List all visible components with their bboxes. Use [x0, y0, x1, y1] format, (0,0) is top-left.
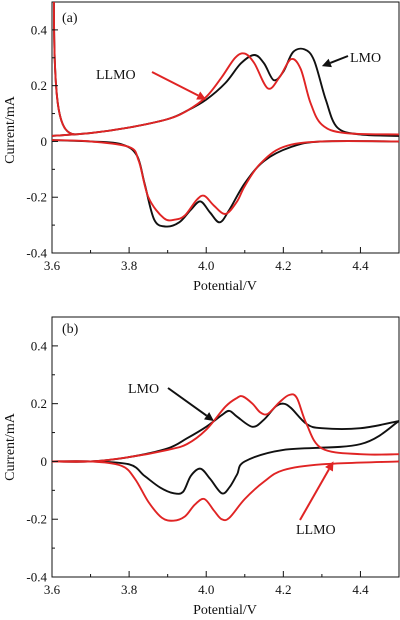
x-tick-label: 3.8 [121, 582, 137, 597]
x-tick-label: 4.2 [275, 258, 291, 273]
panel-b-x-axis-title: Potential/V [193, 603, 257, 618]
x-tick-label: 4.0 [198, 258, 214, 273]
panel-b-arrows [167, 387, 334, 521]
panel-b-curves [52, 393, 399, 522]
annotation-arrowhead-llmo [325, 461, 334, 472]
y-tick-label: -0.4 [26, 246, 47, 261]
panel-a-ticks: 3.6 3.8 4.0 4.2 4.4 -0.4 -0.2 0 0.2 0.4 [26, 22, 369, 273]
x-tick-label: 4.2 [275, 582, 291, 597]
y-tick-label: -0.4 [26, 570, 47, 585]
series-llmo-edge-spike [52, 2, 76, 136]
panel-b-annotation-llmo: LLMO [296, 523, 336, 538]
series-llmo-anodic-line [52, 52, 399, 137]
x-tick-label: 3.6 [44, 582, 61, 597]
y-tick-label: 0 [41, 134, 48, 149]
panel-b-annotation-lmo: LMO [128, 382, 159, 397]
annotation-arrow-lmo [167, 387, 208, 417]
panel-a-frame [51, 1, 400, 254]
panel-a-curves [52, 2, 399, 228]
x-tick-label: 4.4 [352, 258, 369, 273]
y-tick-label: 0.2 [31, 78, 47, 93]
x-tick-label: 3.6 [44, 258, 61, 273]
panel-a-label: (a) [62, 11, 78, 26]
y-tick-label: 0.4 [31, 22, 48, 37]
y-tick-label: -0.2 [26, 512, 47, 527]
x-tick-label: 4.0 [198, 582, 214, 597]
panel-b-ticks: 3.6 3.8 4.0 4.2 4.4 -0.4 -0.2 0 0.2 0.4 [26, 338, 369, 597]
annotation-arrowhead-lmo [321, 58, 332, 68]
series-lmo-anodic-line [52, 47, 399, 137]
panel-b-y-axis-title: Current/mA [3, 412, 18, 481]
series-llmo-cathodic-line [52, 139, 399, 222]
annotation-arrowhead-lmo [204, 412, 214, 421]
panel-b-label: (b) [62, 322, 79, 337]
y-tick-label: -0.2 [26, 190, 47, 205]
annotation-arrow-llmo [151, 71, 199, 97]
panel-a-arrows [151, 55, 349, 100]
y-tick-label: 0.4 [31, 338, 48, 353]
panel-b-frame [51, 316, 400, 578]
x-tick-label: 4.4 [352, 582, 369, 597]
panel-a-annotation-lmo: LMO [350, 51, 381, 66]
annotation-arrowhead-llmo [196, 91, 207, 100]
annotation-arrow-llmo [299, 468, 330, 521]
panel-a-annotation-llmo: LLMO [96, 68, 136, 83]
x-tick-label: 3.8 [121, 258, 137, 273]
panel-b: (b) 3.6 3.8 4.0 4.2 4.4 -0.4 -0.2 0 0.2 0.4 Poten… [3, 316, 400, 618]
panel-a-x-axis-title: Potential/V [193, 279, 257, 294]
panel-a: (a) 3.6 3.8 4.0 4.2 4.4 -0.4 -0.2 0 0.2 0.4 Poten… [3, 1, 400, 294]
y-tick-label: 0 [41, 454, 48, 469]
series-llmo-cathodic-line [52, 460, 399, 522]
series-lmo-cathodic-line [52, 420, 399, 495]
y-tick-label: 0.2 [31, 396, 47, 411]
series-llmo-anodic-line [52, 393, 399, 463]
panel-a-y-axis-title: Current/mA [3, 95, 18, 164]
annotation-arrow-lmo [329, 55, 349, 64]
